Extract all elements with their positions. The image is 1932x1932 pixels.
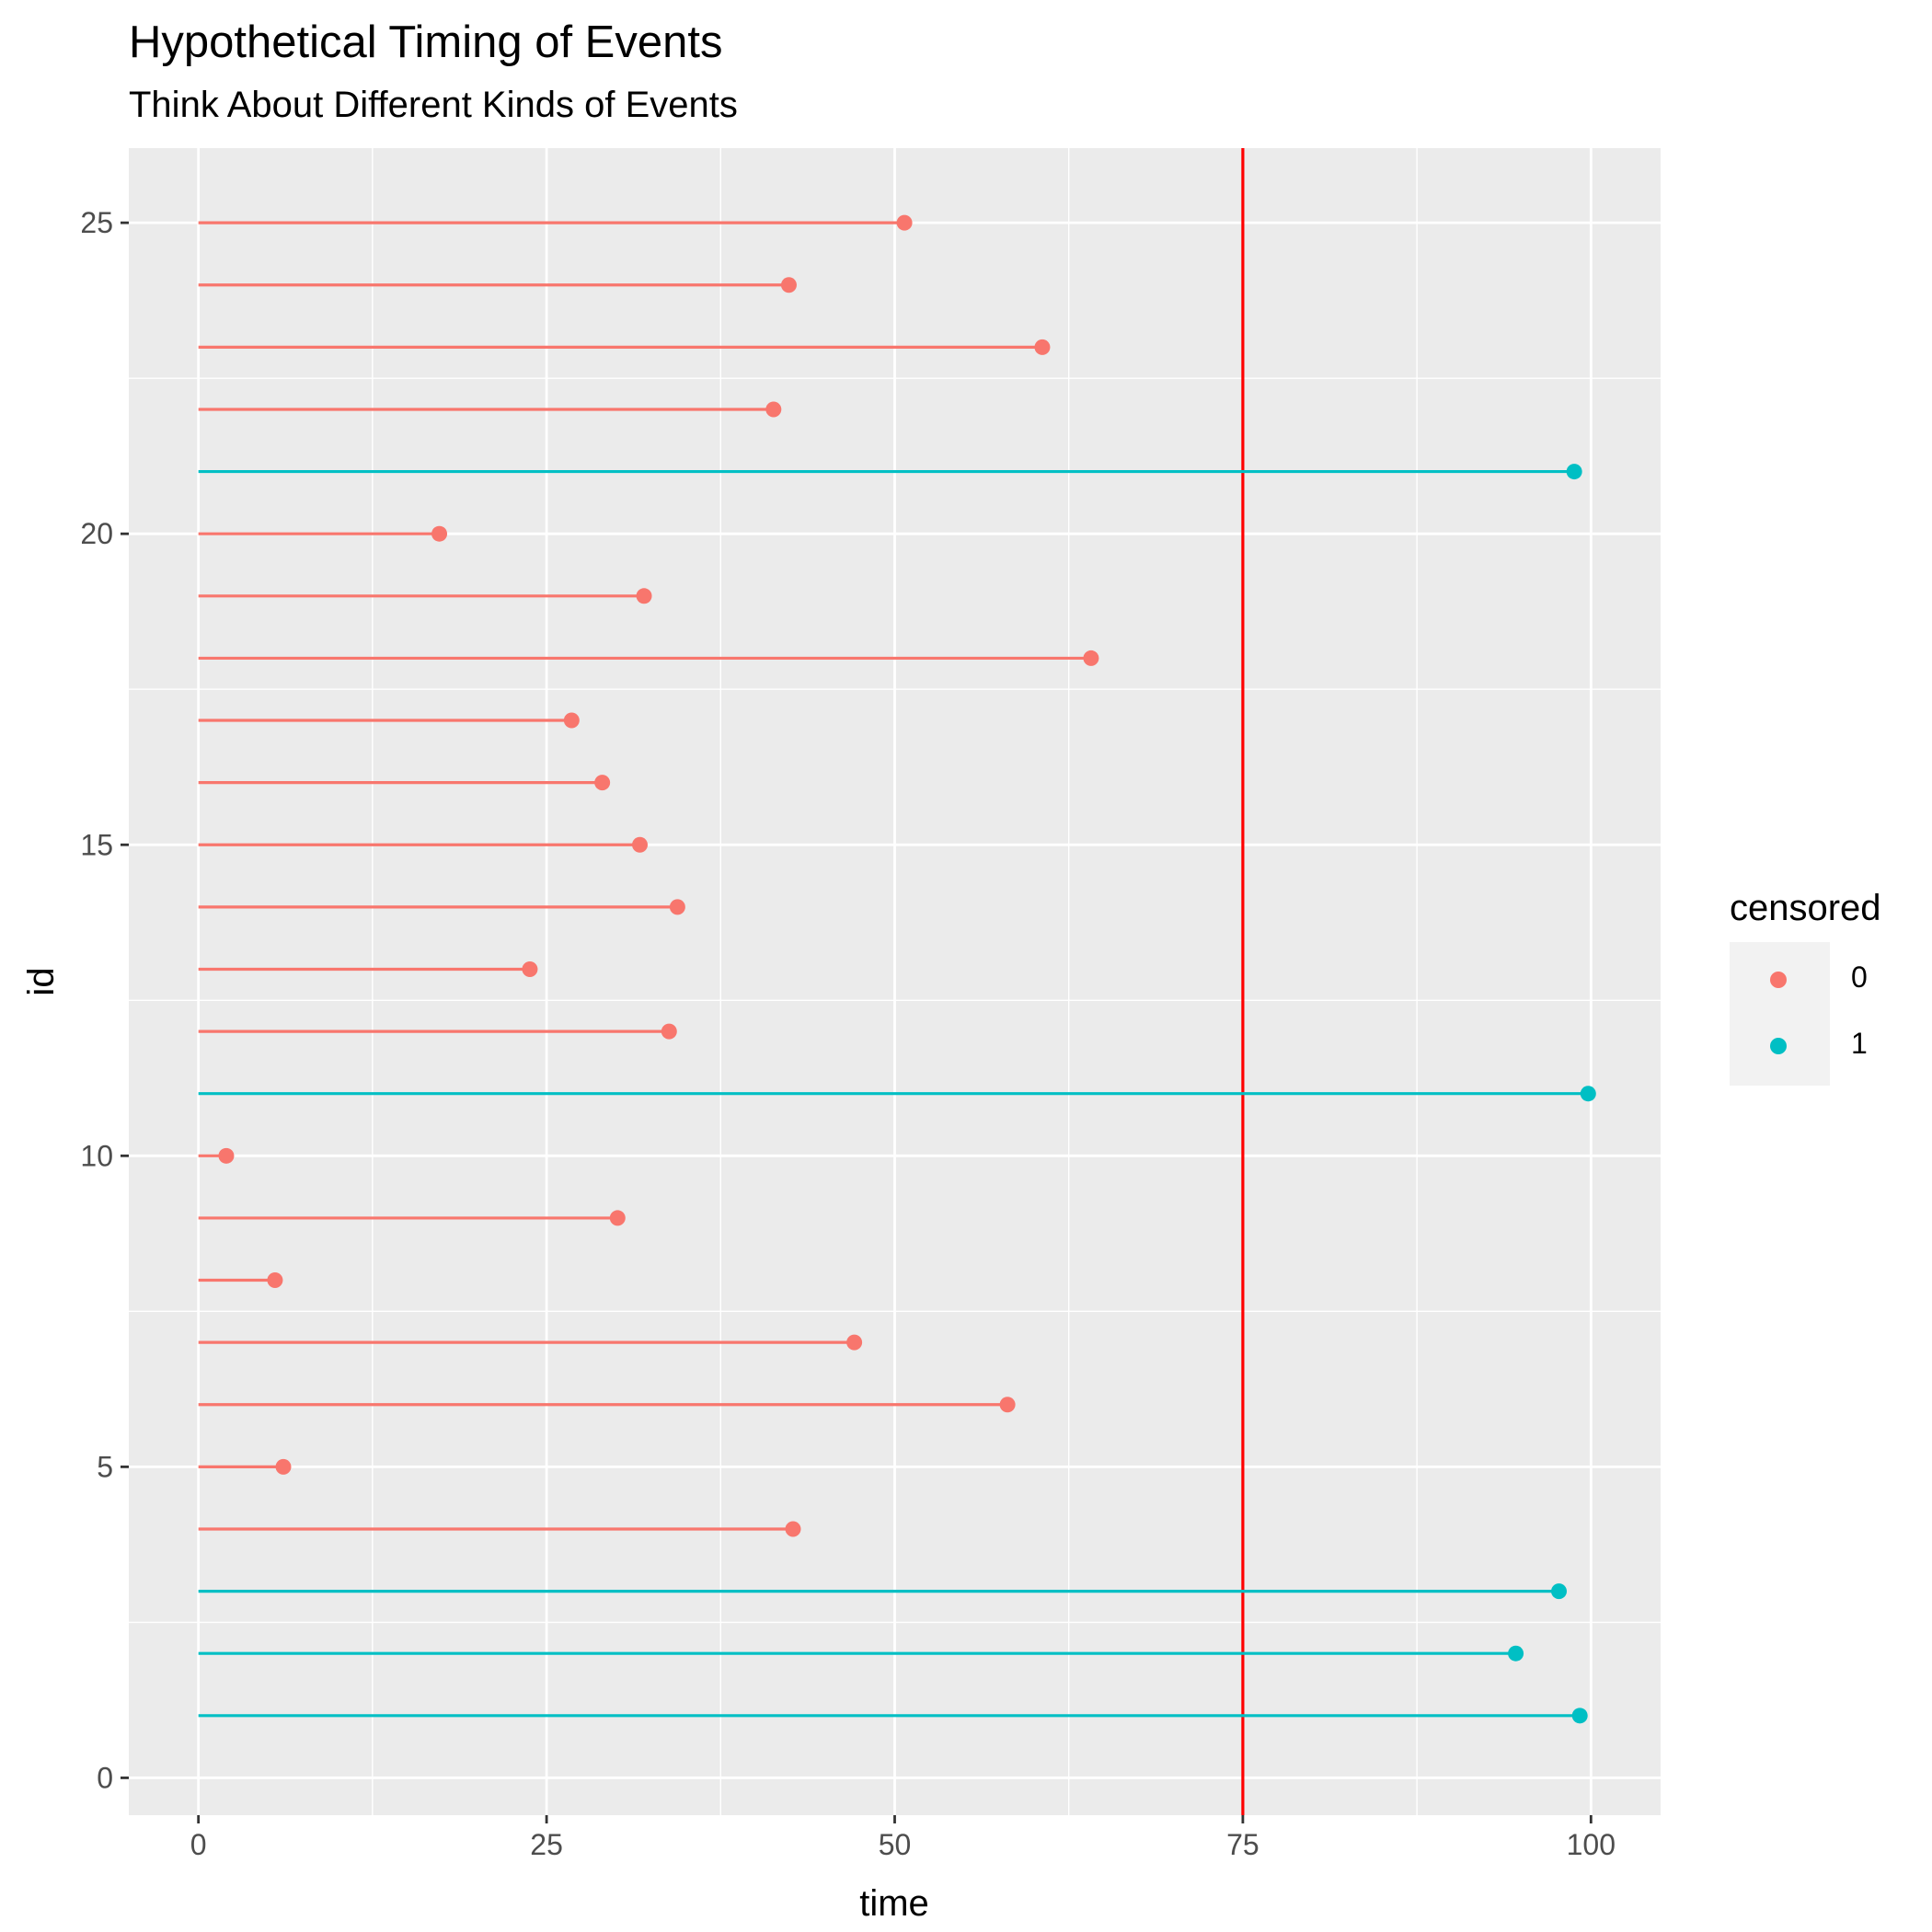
chart-subtitle: Think About Different Kinds of Events: [129, 85, 738, 125]
x-tick-label: 75: [1226, 1828, 1259, 1861]
segments-layer: [198, 221, 1589, 1718]
y-tick-label: 0: [97, 1761, 113, 1794]
y-axis-title: id: [21, 967, 62, 995]
point-id-25: [896, 214, 913, 231]
point-id-4: [785, 1521, 801, 1537]
point-id-14: [669, 899, 685, 915]
legend-keys: 0 1: [1730, 942, 1868, 1086]
point-id-9: [609, 1210, 626, 1226]
y-tick-label: 25: [80, 206, 113, 239]
x-tick-label: 50: [879, 1828, 912, 1861]
point-id-13: [522, 960, 538, 977]
point-id-12: [661, 1023, 677, 1040]
legend: censored 0 1: [1730, 888, 1881, 1086]
point-id-2: [1508, 1645, 1524, 1662]
x-tick-label: 25: [530, 1828, 563, 1861]
legend-label: 0: [1851, 960, 1868, 994]
x-tick-label: 100: [1567, 1828, 1616, 1861]
point-id-24: [780, 277, 797, 293]
legend-label: 1: [1851, 1027, 1868, 1060]
point-id-8: [267, 1272, 283, 1289]
point-id-22: [765, 401, 782, 418]
chart-title: Hypothetical Timing of Events: [129, 17, 723, 67]
point-id-23: [1034, 339, 1051, 355]
x-axis: 0 25 50 75 100: [190, 1815, 1616, 1861]
point-id-10: [218, 1147, 235, 1164]
point-id-7: [846, 1334, 863, 1351]
x-tick-label: 0: [190, 1828, 207, 1861]
point-id-5: [275, 1458, 292, 1475]
y-tick-label: 20: [80, 517, 113, 550]
x-axis-title: time: [859, 1883, 929, 1924]
legend-item-0: 0: [1730, 948, 1868, 1014]
legend-swatch: [1770, 1038, 1787, 1054]
point-id-19: [636, 588, 652, 604]
point-id-15: [632, 836, 649, 853]
point-id-18: [1083, 650, 1099, 666]
legend-swatch: [1770, 972, 1787, 988]
point-id-6: [999, 1397, 1016, 1413]
point-id-20: [431, 525, 448, 542]
y-tick-label: 10: [80, 1139, 113, 1172]
y-tick-label: 5: [97, 1450, 113, 1483]
points-layer: [218, 214, 1596, 1724]
point-id-17: [563, 712, 580, 729]
point-id-16: [594, 775, 611, 791]
legend-item-1: 1: [1730, 1014, 1868, 1080]
point-id-3: [1551, 1583, 1568, 1600]
point-id-21: [1566, 464, 1582, 480]
y-axis: 0 5 10 15 20 25: [80, 206, 129, 1794]
legend-title: censored: [1730, 888, 1881, 928]
y-tick-label: 15: [80, 828, 113, 861]
point-id-11: [1580, 1086, 1596, 1102]
point-id-1: [1571, 1708, 1588, 1724]
